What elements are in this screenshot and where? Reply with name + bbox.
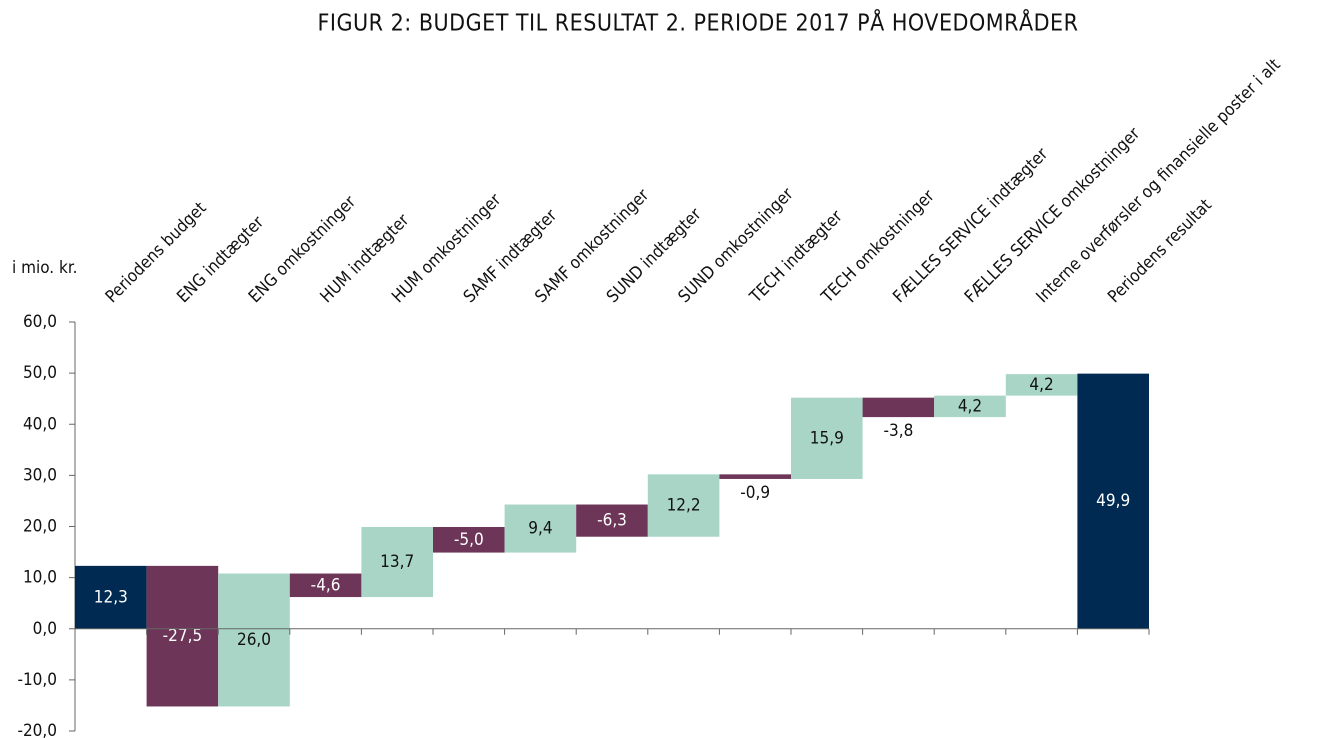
chart-title: FIGUR 2: BUDGET TIL RESULTAT 2. PERIODE … bbox=[317, 9, 1078, 37]
bar bbox=[289, 573, 362, 598]
data-label: 4,2 bbox=[958, 396, 982, 416]
bar bbox=[862, 397, 935, 418]
data-label: -6,3 bbox=[597, 511, 627, 531]
bar bbox=[218, 573, 290, 707]
bar bbox=[361, 527, 433, 598]
data-label: -27,5 bbox=[163, 626, 203, 646]
data-label: 4,2 bbox=[1029, 375, 1053, 395]
x-tick-label: SUND omkostninger bbox=[675, 184, 798, 307]
data-label: -0,9 bbox=[740, 483, 770, 503]
bar bbox=[576, 504, 648, 537]
y-tick-label: 50,0 bbox=[23, 363, 57, 383]
bar bbox=[1005, 374, 1078, 396]
data-label: 49,9 bbox=[1096, 491, 1130, 511]
bar bbox=[433, 527, 505, 553]
y-tick-label: -20,0 bbox=[17, 721, 57, 738]
bar bbox=[647, 474, 720, 537]
bar bbox=[719, 474, 791, 479]
bar bbox=[504, 504, 577, 553]
x-tick-label: Interne overførsler og finansielle poste… bbox=[1033, 55, 1285, 307]
y-tick-label: 0,0 bbox=[33, 619, 57, 639]
data-label: -3,8 bbox=[883, 421, 913, 441]
bar bbox=[791, 397, 863, 479]
data-label: 26,0 bbox=[237, 630, 271, 650]
data-label: -5,0 bbox=[454, 530, 484, 550]
bar bbox=[75, 565, 147, 629]
bar bbox=[934, 395, 1006, 418]
data-label: 13,7 bbox=[380, 552, 414, 572]
y-tick-label: 30,0 bbox=[23, 465, 57, 485]
data-label: 15,9 bbox=[810, 428, 844, 448]
data-label: -4,6 bbox=[311, 575, 341, 595]
data-label: 12,2 bbox=[667, 496, 701, 516]
y-tick-label: -10,0 bbox=[17, 670, 57, 690]
bar bbox=[146, 565, 219, 707]
y-axis-label: i mio. kr. bbox=[12, 258, 77, 278]
y-tick-label: 40,0 bbox=[23, 414, 57, 434]
data-label: 12,3 bbox=[94, 587, 128, 607]
bar bbox=[1077, 373, 1149, 629]
data-label: 9,4 bbox=[528, 519, 552, 539]
y-tick-label: 20,0 bbox=[23, 517, 57, 537]
y-tick-label: 60,0 bbox=[23, 312, 57, 332]
y-tick-label: 10,0 bbox=[23, 568, 57, 588]
